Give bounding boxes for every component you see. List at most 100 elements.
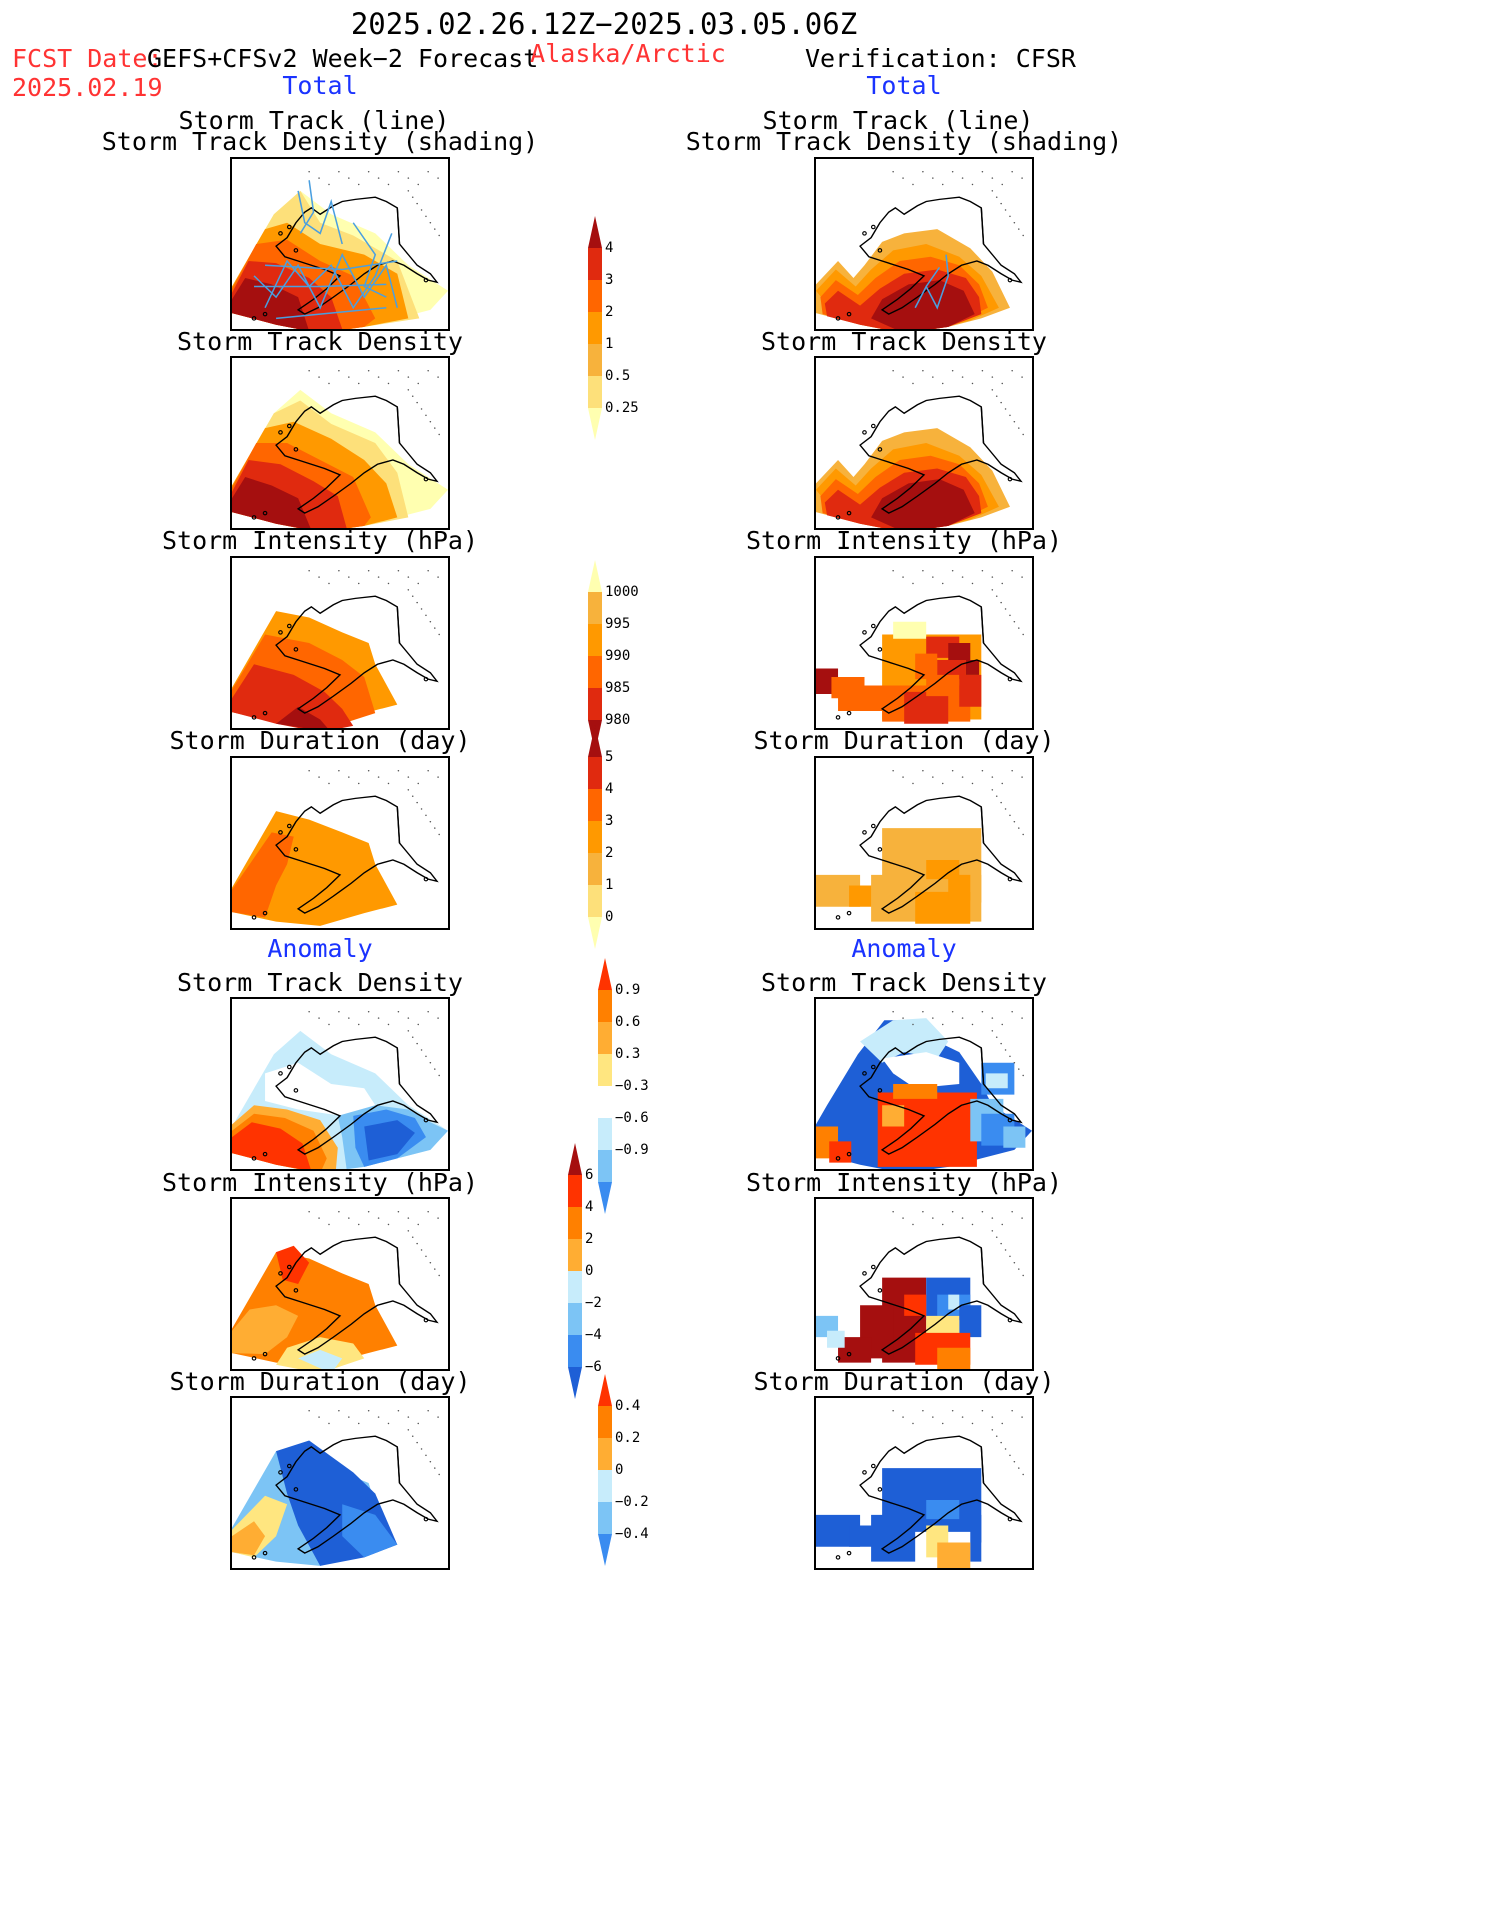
title-track-shading-right: Storm Track Density (shading) [685, 127, 1123, 156]
coastline [859, 395, 1023, 514]
coastline [859, 795, 1023, 914]
title-intensity-anom-left: Storm Intensity (hPa) [161, 1168, 479, 1197]
colorbar-tick-label: 4 [585, 1199, 594, 1215]
colorbar-swatch [598, 1022, 612, 1054]
colorbar-tick-label: 0 [585, 1263, 594, 1279]
colorbar-tick-label: 2 [605, 304, 614, 320]
map-track-forecast [230, 157, 450, 331]
title-track-shading-left: Storm Track Density (shading) [101, 127, 539, 156]
colorbar-swatch [588, 560, 602, 592]
colorbar-tick-label: 2 [605, 845, 614, 861]
colorbar-tick-label: 980 [605, 712, 631, 728]
colorbar-tick-label: 990 [605, 648, 631, 664]
colorbar-swatch [588, 624, 602, 656]
colorbar-swatch [588, 757, 602, 789]
colorbar-tick-label: 5 [605, 749, 614, 765]
colorbar-swatch [598, 1150, 612, 1182]
colorbar-swatch [588, 216, 602, 248]
coastline [275, 1236, 439, 1355]
colorbar-swatch [598, 958, 612, 990]
title-density-left: Storm Track Density [177, 327, 463, 356]
colorbar-swatch [598, 1534, 612, 1566]
colorbar-swatch [568, 1207, 582, 1239]
coastline [859, 1435, 1023, 1554]
colorbar-tick-label: −0.6 [615, 1110, 649, 1126]
colorbar-swatch [598, 1470, 612, 1502]
map-density-forecast [230, 356, 450, 530]
verification-label: Verification: CFSR [805, 44, 1076, 73]
colorbar-swatch [588, 344, 602, 376]
fcst-date: 2025.02.19 [12, 73, 163, 102]
map-intensity-forecast [230, 556, 450, 730]
colorbar-tick-label: −2 [585, 1295, 602, 1311]
map-intensity-verification [814, 556, 1034, 730]
total-label-left: Total [282, 71, 358, 100]
map-density-anomaly-verification [814, 997, 1034, 1171]
colorbar-swatch [568, 1367, 582, 1399]
colorbar-tick-label: −0.9 [615, 1142, 649, 1158]
coastline [275, 795, 439, 914]
region-label: Alaska/Arctic [530, 39, 726, 68]
colorbar-swatch [598, 1054, 612, 1086]
coastline [275, 595, 439, 714]
total-label-right: Total [866, 71, 942, 100]
anomaly-label-right: Anomaly [851, 934, 957, 963]
title-duration-right: Storm Duration (day) [753, 726, 1055, 755]
colorbar-tick-label: 0.25 [605, 400, 639, 416]
colorbar-swatch [588, 917, 602, 949]
colorbar-swatch [588, 376, 602, 408]
colorbar-tick-label: −6 [585, 1359, 602, 1375]
map-track-verification [814, 157, 1034, 331]
map-intensity-anomaly-forecast [230, 1197, 450, 1371]
colorbar-swatch [588, 688, 602, 720]
title-duration-anom-left: Storm Duration (day) [169, 1367, 471, 1396]
colorbar-tick-label: 0.3 [615, 1046, 641, 1062]
colorbar-tick-label: −4 [585, 1327, 602, 1343]
title-track-line-right: Storm Track (line) [762, 106, 1034, 135]
colorbar-swatch [568, 1175, 582, 1207]
colorbar-tick-label: 985 [605, 680, 631, 696]
map-duration-forecast [230, 756, 450, 930]
title-duration-anom-right: Storm Duration (day) [753, 1367, 1055, 1396]
anomaly-label-left: Anomaly [267, 934, 373, 963]
storm-track-lines [253, 180, 399, 320]
map-intensity-anomaly-verification [814, 1197, 1034, 1371]
forecast-model: GEFS+CFSv2 Week−2 Forecast [147, 44, 539, 73]
title-intensity-anom-right: Storm Intensity (hPa) [745, 1168, 1063, 1197]
colorbar-swatch [588, 280, 602, 312]
coastline [275, 1036, 439, 1155]
colorbar-tick-label: 1 [605, 877, 614, 893]
colorbar-swatch [598, 1374, 612, 1406]
title-density-right: Storm Track Density [761, 327, 1047, 356]
colorbar-tick-label: 4 [605, 240, 614, 256]
colorbar-swatch [588, 248, 602, 280]
colorbar-swatch [598, 1438, 612, 1470]
colorbar-swatch [588, 312, 602, 344]
coastline [859, 595, 1023, 714]
storm-track-lines [914, 254, 950, 310]
colorbar-tick-label: 0 [615, 1462, 624, 1478]
colorbar-tick-label: 0 [605, 909, 614, 925]
colorbar-swatch [588, 408, 602, 440]
colorbar-swatch [588, 656, 602, 688]
colorbar-swatch [588, 592, 602, 624]
colorbar-tick-label: 995 [605, 616, 631, 632]
colorbar-tick-label: 6 [585, 1167, 594, 1183]
coastline [859, 1036, 1023, 1155]
title-track-line-left: Storm Track (line) [178, 106, 450, 135]
title-duration-left: Storm Duration (day) [169, 726, 471, 755]
colorbar-swatch [598, 1118, 612, 1150]
colorbar-swatch [598, 1406, 612, 1438]
colorbar-tick-label: 0.6 [615, 1014, 641, 1030]
map-duration-anomaly-forecast [230, 1396, 450, 1570]
colorbar-tick-label: 1 [605, 336, 614, 352]
colorbar-swatch [588, 725, 602, 757]
colorbar-tick-label: −0.3 [615, 1078, 649, 1094]
colorbar-tick-label: 0.4 [615, 1398, 641, 1414]
colorbar-swatch [568, 1271, 582, 1303]
colorbar-swatch [568, 1239, 582, 1271]
colorbar-tick-label: 0.5 [605, 368, 631, 384]
colorbar-swatch [598, 1182, 612, 1214]
colorbar-tick-label: 1000 [605, 584, 639, 600]
map-duration-verification [814, 756, 1034, 930]
